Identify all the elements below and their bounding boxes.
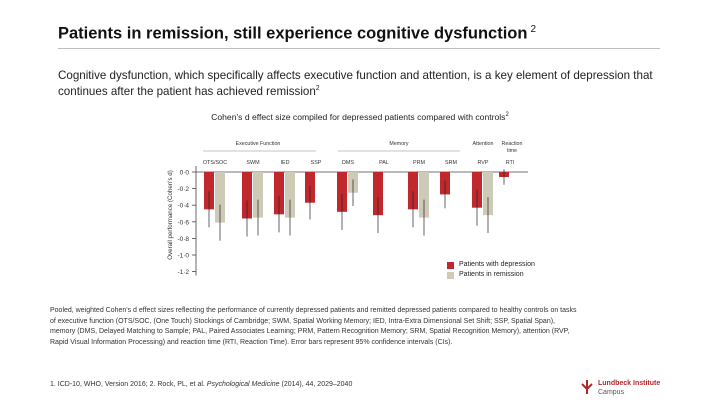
- intro-text: Cognitive dysfunction, which specificall…: [58, 69, 653, 98]
- y-tick-label: -0·8: [177, 236, 189, 243]
- category-label: SSP: [311, 160, 322, 166]
- chart-title: Cohen's d effect size compiled for depre…: [211, 112, 509, 122]
- category-label: DMS: [342, 160, 354, 166]
- group-label: Memory: [389, 141, 408, 147]
- y-axis-label: Overall performance (Cohen's d): [167, 170, 174, 260]
- bar-patients-in-remission: [253, 172, 263, 218]
- category-label: PRM: [413, 160, 425, 166]
- group-label: Reaction: [502, 141, 523, 147]
- category-label: SWM: [246, 160, 260, 166]
- y-tick-label: -1·2: [177, 269, 189, 276]
- bar-patients-with-depression: [337, 172, 347, 212]
- group-label: Attention: [473, 141, 494, 147]
- legend-label-remission: Patients in remission: [459, 271, 524, 278]
- bar-patients-in-remission: [215, 172, 225, 223]
- group-label: Executive Function: [236, 141, 281, 147]
- bar-patients-in-remission: [285, 172, 295, 218]
- bar-patients-with-depression: [408, 172, 418, 210]
- category-label: PAL: [379, 160, 389, 166]
- y-tick-label: -0·4: [177, 203, 189, 210]
- logo-name: Lundbeck Institute: [598, 380, 661, 387]
- y-tick-label: -0·2: [177, 186, 189, 193]
- legend-label-depression: Patients with depression: [459, 261, 535, 268]
- category-label: RTI: [506, 160, 515, 166]
- legend-swatch-remission: [447, 272, 454, 279]
- bar-patients-in-remission: [483, 172, 493, 216]
- category-label: RVP: [478, 160, 489, 166]
- bar-patients-with-depression: [204, 172, 214, 210]
- legend-swatch-depression: [447, 262, 454, 269]
- chart-footnote: Pooled, weighted Cohen's d effect sizes …: [50, 307, 577, 346]
- logo-sub: Campus: [598, 389, 625, 396]
- page-title: Patients in remission, still experience …: [58, 24, 537, 43]
- lundbeck-logo-icon: [581, 380, 593, 394]
- bar-patients-with-depression: [373, 172, 383, 216]
- bar-patients-with-depression: [274, 172, 284, 215]
- y-tick-label: 0·0: [180, 170, 190, 177]
- category-label: OTS/SOC: [203, 160, 227, 166]
- bar-patients-in-remission: [419, 172, 429, 218]
- bar-chart: 0·0 -0·2 -0·4 -0·6 -0·8 -1·0 -1·2 Overall perfo…: [167, 141, 528, 276]
- bar-patients-with-depression: [242, 172, 252, 219]
- category-label: IED: [281, 160, 290, 166]
- category-label: SRM: [445, 160, 457, 166]
- title-divider: [58, 48, 660, 49]
- y-tick-label: -1·0: [177, 253, 189, 260]
- references: 1. ICD-10, WHO, Version 2016; 2. Rock, P…: [50, 381, 353, 388]
- group-label: time: [507, 148, 517, 154]
- y-tick-label: -0·6: [177, 219, 189, 226]
